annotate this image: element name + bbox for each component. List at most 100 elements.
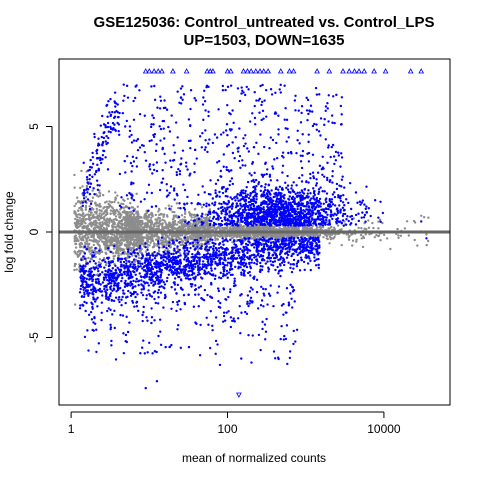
data-point	[279, 264, 282, 267]
data-point	[187, 345, 191, 349]
data-point	[157, 216, 160, 220]
data-point	[268, 257, 271, 260]
data-point	[300, 238, 304, 241]
data-point	[109, 250, 112, 254]
data-point	[233, 246, 237, 249]
data-point	[141, 243, 144, 246]
data-point	[144, 214, 148, 217]
data-point	[170, 252, 173, 256]
data-point	[79, 250, 82, 253]
data-point	[145, 274, 148, 278]
data-point	[147, 262, 150, 265]
data-point	[87, 213, 90, 216]
data-point	[118, 234, 121, 237]
data-point	[186, 263, 190, 266]
data-point	[102, 259, 105, 262]
data-point	[405, 220, 409, 223]
data-point	[183, 215, 186, 219]
data-point	[155, 238, 159, 241]
data-point	[311, 224, 314, 228]
data-point	[283, 228, 286, 231]
data-point	[256, 234, 260, 237]
data-point	[80, 295, 84, 298]
data-point	[219, 234, 223, 237]
data-point	[213, 226, 216, 230]
data-point	[188, 242, 192, 245]
data-point	[281, 237, 284, 240]
data-point	[173, 271, 177, 274]
data-point	[169, 265, 172, 269]
data-point	[176, 234, 180, 237]
data-point	[261, 236, 265, 239]
data-point	[159, 239, 163, 242]
data-point	[90, 301, 93, 304]
data-point	[127, 289, 130, 293]
data-point	[79, 202, 82, 205]
data-point	[228, 271, 231, 274]
data-point	[97, 218, 101, 221]
data-point	[157, 270, 161, 273]
data-point	[270, 237, 273, 240]
data-point	[267, 251, 270, 254]
data-point	[237, 239, 240, 242]
data-point	[225, 264, 229, 267]
data-point	[109, 285, 113, 288]
data-point	[290, 254, 293, 258]
data-point	[151, 214, 154, 218]
data-point	[282, 246, 285, 249]
data-point	[91, 189, 94, 192]
data-point	[198, 262, 201, 266]
data-point	[195, 259, 198, 263]
data-point	[311, 248, 314, 251]
data-point	[232, 236, 235, 239]
data-point	[172, 217, 175, 220]
data-point	[287, 261, 290, 264]
data-point	[303, 249, 306, 252]
data-point	[120, 202, 123, 205]
data-point	[150, 239, 153, 242]
data-point	[120, 298, 123, 301]
data-point	[211, 247, 215, 250]
data-point	[288, 248, 291, 251]
data-point	[106, 270, 110, 274]
data-point	[111, 277, 114, 280]
data-point	[119, 268, 122, 272]
data-point	[422, 215, 426, 219]
data-point	[85, 277, 89, 281]
data-point	[222, 265, 226, 269]
data-point	[240, 258, 244, 261]
data-point	[192, 276, 195, 280]
data-point	[256, 253, 260, 257]
data-point	[200, 244, 203, 248]
data-point	[189, 218, 193, 222]
data-point	[373, 235, 376, 239]
data-point	[112, 287, 116, 290]
data-point	[114, 236, 118, 239]
data-point	[282, 240, 286, 243]
data-point	[178, 252, 182, 255]
data-point	[96, 250, 99, 254]
data-point	[317, 266, 321, 270]
data-point	[165, 223, 168, 226]
data-point	[87, 349, 90, 352]
data-point	[317, 253, 320, 256]
data-point	[199, 247, 202, 250]
data-point	[275, 243, 278, 246]
data-point	[117, 221, 121, 224]
data-point	[118, 213, 122, 216]
data-point	[178, 264, 182, 268]
data-point	[357, 226, 360, 230]
data-point	[346, 233, 350, 236]
data-point	[76, 250, 79, 254]
data-point	[158, 208, 161, 211]
data-point	[81, 237, 84, 240]
data-point	[129, 218, 133, 221]
data-point	[183, 222, 186, 226]
data-point	[131, 220, 135, 223]
data-point	[119, 249, 122, 252]
data-point	[86, 224, 89, 227]
data-point	[253, 246, 256, 249]
data-point	[240, 243, 243, 246]
data-point	[264, 287, 267, 291]
data-point	[119, 239, 122, 242]
